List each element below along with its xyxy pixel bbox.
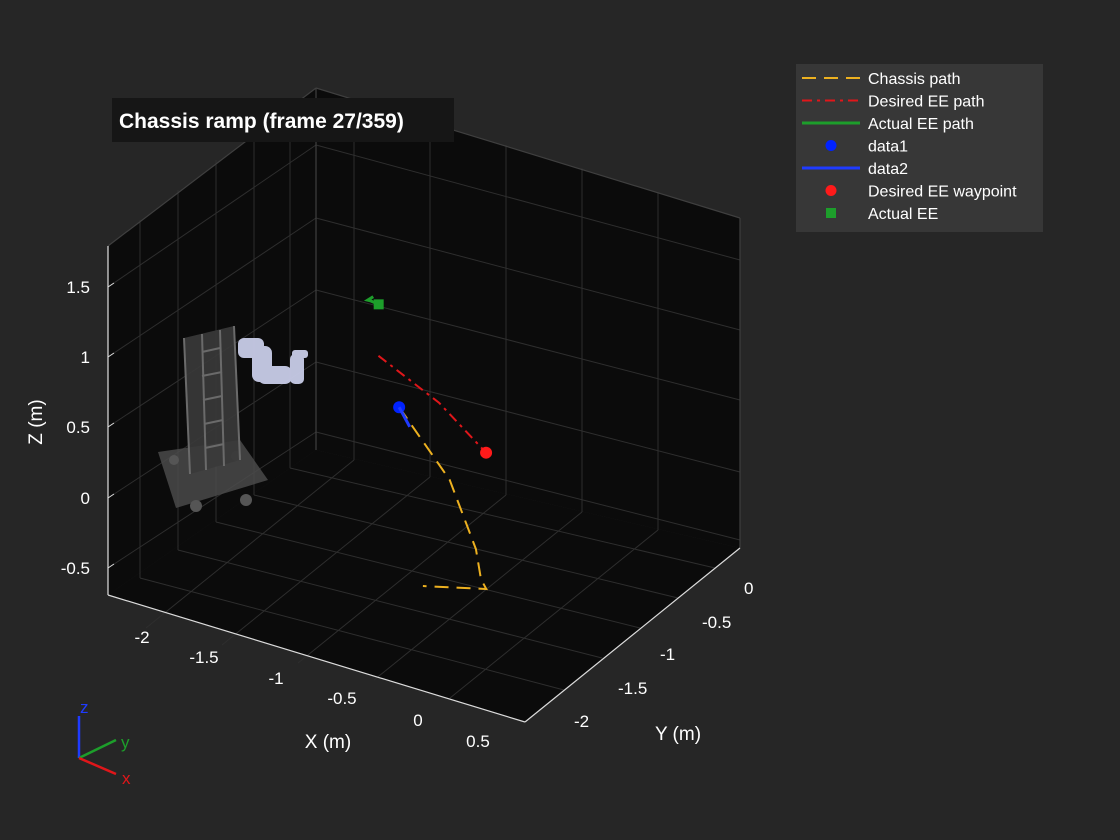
series-layer [363,295,493,591]
z-tick-label: 0.5 [66,418,90,437]
legend-entry-desired-ee-waypoint: Desired EE waypoint [825,184,1017,201]
y-tick-label: -1.5 [618,679,647,698]
axes-box-panels [108,88,740,722]
z-tick-label: -0.5 [61,559,90,578]
robot-wheel [190,500,202,512]
legend-marker [826,208,836,218]
back-wall-right [316,88,740,548]
triad-y-axis [78,738,117,760]
legend-entry-actual-ee: Actual EE [826,206,938,223]
series-marker-actual-ee [373,299,384,310]
x-axis-line [107,594,526,723]
x-tick-label: 0 [413,711,422,730]
robot-tower-rungs [183,325,241,475]
y-axis-label: Y (m) [655,724,701,745]
legend-label: Desired EE path [868,94,985,111]
legend-label: Actual EE path [868,116,974,133]
legend-marker [825,185,837,196]
legend-entry-actual-ee-path: Actual EE path [802,116,974,133]
legend-entry-data1: data1 [825,139,908,156]
robot-wheel [169,455,179,465]
legend: Chassis path Desired EE path Actual EE pat… [802,71,1017,223]
series-marker-desired-ee-waypoint [480,446,493,459]
z-tick-label: 1.5 [66,278,90,297]
orientation-triad: z y x [77,698,131,788]
triad-x-axis [78,756,117,776]
x-axis-ticks: -2 -1.5 -1 -0.5 0 0.5 [134,628,489,751]
z-tick-label: 1 [81,348,90,367]
y-tick-label: 0 [744,579,753,598]
axis-lines [107,246,741,723]
y-tick-label: -1 [660,645,675,664]
robot-tower [184,326,240,474]
legend-entry-desired-ee-path: Desired EE path [802,94,985,111]
y-tick-label: -2 [574,712,589,731]
legend-label: Desired EE waypoint [868,184,1017,201]
z-axis-ticks: 1.5 1 0.5 0 -0.5 [61,278,115,578]
robot-model [158,325,308,512]
robot-arm [238,338,308,384]
chart-title: Chassis ramp (frame 27/359) [119,110,404,133]
x-tick-label: -0.5 [327,689,356,708]
legend-entry-data2: data2 [802,161,908,178]
x-axis-label: X (m) [305,732,351,753]
legend-box [796,64,1043,232]
legend-entry-chassis-path: Chassis path [802,71,961,88]
z-tick-label: 0 [81,489,90,508]
series-line-chassis-path [398,406,489,591]
robot-wheel [240,494,252,506]
series-line-desired-ee-path [377,355,487,454]
x-tick-label: -1 [268,669,283,688]
legend-marker [825,140,837,151]
legend-label: data1 [868,139,908,156]
triad-x-label: x [122,769,131,788]
x-tick-label: -2 [134,628,149,647]
legend-label: Chassis path [868,71,961,88]
y-axis-ticks: 0 -0.5 -1 -1.5 -2 [574,579,753,731]
triad-z-label: z [80,698,89,717]
y-axis-line [524,547,741,723]
title-background [112,98,454,142]
y-tick-label: -0.5 [702,613,731,632]
legend-label: Actual EE [868,206,938,223]
x-tick-label: -1.5 [189,648,218,667]
series-line-data2 [397,406,412,428]
z-axis-label: Z (m) [26,399,47,444]
x-tick-label: 0.5 [466,732,490,751]
triad-y-label: y [121,733,130,752]
legend-label: data2 [868,161,908,178]
